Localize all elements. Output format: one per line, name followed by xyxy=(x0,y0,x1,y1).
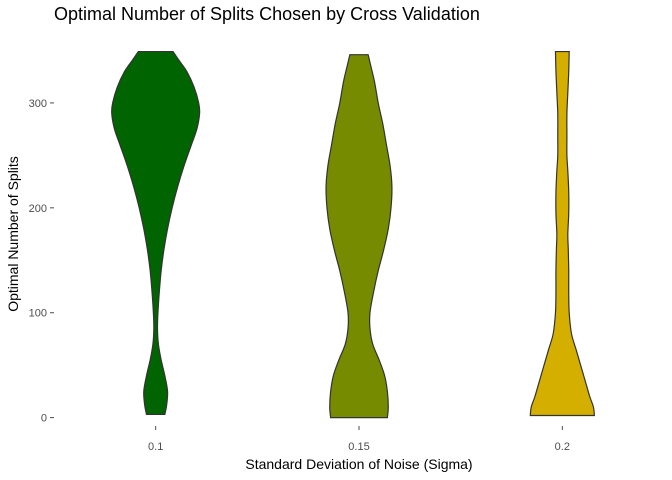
violin-0-2 xyxy=(529,50,596,417)
x-axis: 0.1 0.15 0.2 xyxy=(148,426,570,453)
y-axis: 0 100 200 300 xyxy=(29,98,54,425)
x-axis-title: Standard Deviation of Noise (Sigma) xyxy=(245,456,472,472)
violin-0-1 xyxy=(111,50,201,416)
y-axis-title: Optimal Number of Splits xyxy=(5,156,21,312)
x-tick-label: 0.15 xyxy=(348,441,369,453)
violin-0-15 xyxy=(325,54,393,419)
y-tick-label: 200 xyxy=(29,203,47,215)
chart-title: Optimal Number of Splits Chosen by Cross… xyxy=(54,4,480,24)
x-tick-label: 0.1 xyxy=(148,441,163,453)
y-tick-label: 300 xyxy=(29,98,47,110)
violins xyxy=(111,50,596,419)
x-tick-label: 0.2 xyxy=(555,441,570,453)
y-tick-label: 0 xyxy=(41,413,47,425)
y-tick-label: 100 xyxy=(29,308,47,320)
